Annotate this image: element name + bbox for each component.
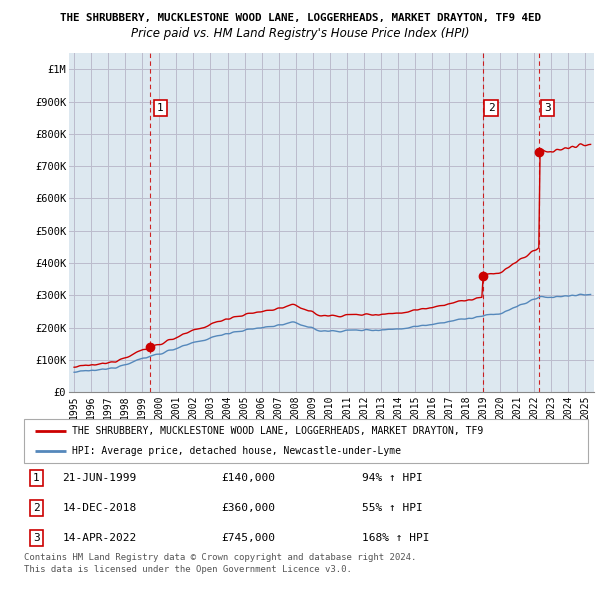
Text: 3: 3 bbox=[33, 533, 40, 543]
Text: 2: 2 bbox=[488, 103, 494, 113]
Text: 55% ↑ HPI: 55% ↑ HPI bbox=[362, 503, 423, 513]
Text: HPI: Average price, detached house, Newcastle-under-Lyme: HPI: Average price, detached house, Newc… bbox=[72, 446, 401, 456]
Text: 2: 2 bbox=[33, 503, 40, 513]
Text: 1: 1 bbox=[157, 103, 164, 113]
Text: Price paid vs. HM Land Registry's House Price Index (HPI): Price paid vs. HM Land Registry's House … bbox=[131, 27, 469, 40]
Text: 1: 1 bbox=[33, 473, 40, 483]
Text: £360,000: £360,000 bbox=[221, 503, 275, 513]
Text: 94% ↑ HPI: 94% ↑ HPI bbox=[362, 473, 423, 483]
Text: 3: 3 bbox=[544, 103, 551, 113]
FancyBboxPatch shape bbox=[24, 419, 588, 463]
Text: 168% ↑ HPI: 168% ↑ HPI bbox=[362, 533, 430, 543]
Text: £140,000: £140,000 bbox=[221, 473, 275, 483]
Text: £745,000: £745,000 bbox=[221, 533, 275, 543]
Text: 21-JUN-1999: 21-JUN-1999 bbox=[62, 473, 137, 483]
Text: Contains HM Land Registry data © Crown copyright and database right 2024.: Contains HM Land Registry data © Crown c… bbox=[24, 553, 416, 562]
Text: This data is licensed under the Open Government Licence v3.0.: This data is licensed under the Open Gov… bbox=[24, 565, 352, 574]
Text: 14-DEC-2018: 14-DEC-2018 bbox=[62, 503, 137, 513]
Text: THE SHRUBBERY, MUCKLESTONE WOOD LANE, LOGGERHEADS, MARKET DRAYTON, TF9 4ED: THE SHRUBBERY, MUCKLESTONE WOOD LANE, LO… bbox=[59, 13, 541, 23]
Text: 14-APR-2022: 14-APR-2022 bbox=[62, 533, 137, 543]
Text: THE SHRUBBERY, MUCKLESTONE WOOD LANE, LOGGERHEADS, MARKET DRAYTON, TF9: THE SHRUBBERY, MUCKLESTONE WOOD LANE, LO… bbox=[72, 426, 483, 436]
